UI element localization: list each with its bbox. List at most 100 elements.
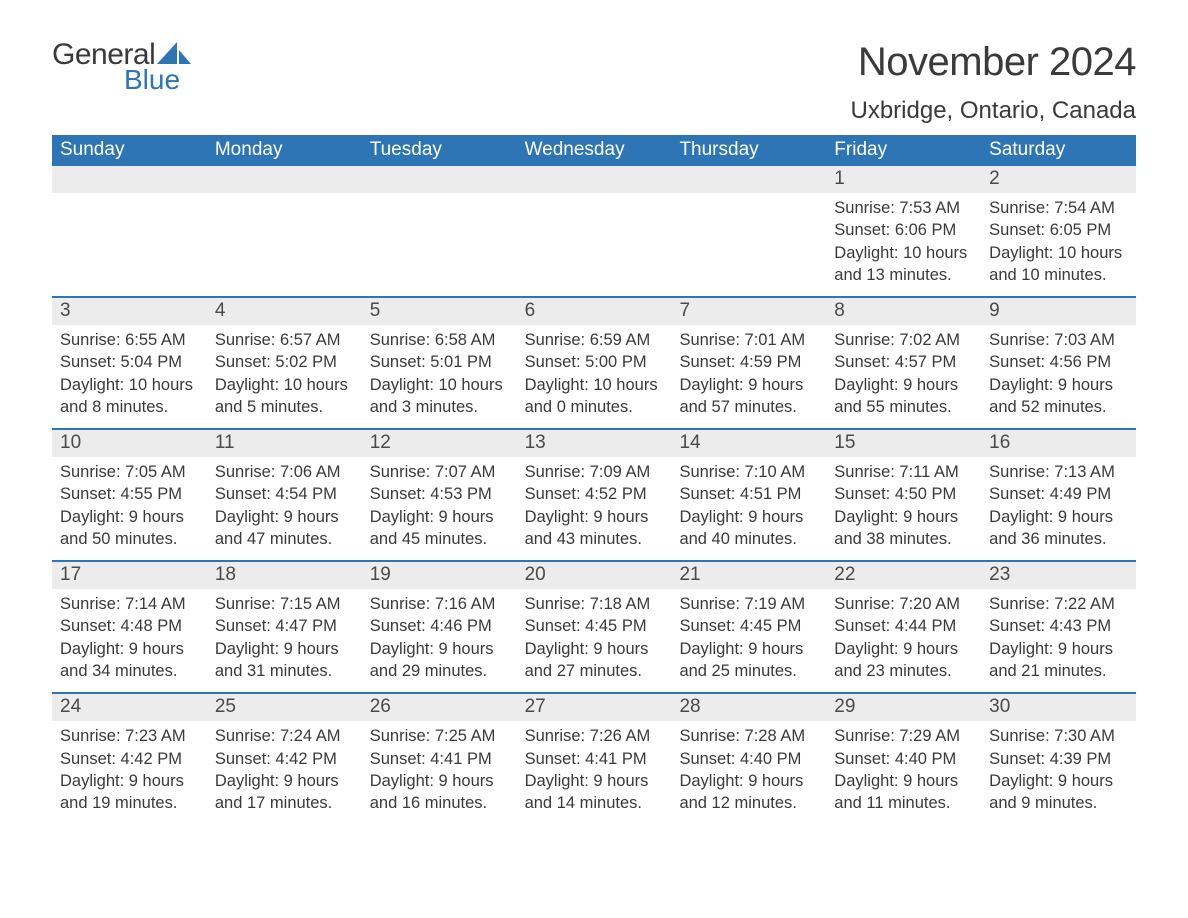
- daynum-row: 14: [671, 430, 826, 457]
- day-body: [671, 193, 826, 207]
- sunrise: Sunrise: 7:23 AM: [60, 725, 199, 747]
- daynum-row: 16: [981, 430, 1136, 457]
- daylight: Daylight: 9 hours and 47 minutes.: [215, 506, 354, 551]
- day-cell: [517, 166, 672, 296]
- day-number: 5: [370, 300, 381, 321]
- sunset: Sunset: 4:53 PM: [370, 483, 509, 505]
- sunset: Sunset: 4:56 PM: [989, 351, 1128, 373]
- day-body: Sunrise: 7:02 AMSunset: 4:57 PMDaylight:…: [826, 325, 981, 428]
- daylight: Daylight: 9 hours and 25 minutes.: [679, 638, 818, 683]
- calendar: Sunday Monday Tuesday Wednesday Thursday…: [52, 135, 1136, 824]
- day-cell: 22Sunrise: 7:20 AMSunset: 4:44 PMDayligh…: [826, 562, 981, 692]
- dow-tuesday: Tuesday: [362, 135, 517, 166]
- sunset: Sunset: 5:00 PM: [525, 351, 664, 373]
- daynum-row: [52, 166, 207, 193]
- day-body: Sunrise: 7:18 AMSunset: 4:45 PMDaylight:…: [517, 589, 672, 692]
- daynum-row: 22: [826, 562, 981, 589]
- daynum-row: 4: [207, 298, 362, 325]
- day-cell: 27 Sunrise: 7:26 AMSunset: 4:41 PMDayligh…: [517, 694, 672, 824]
- day-number: [215, 168, 220, 189]
- daynum-row: 30: [981, 694, 1136, 721]
- day-body: Sunrise: 7:03 AMSunset: 4:56 PMDaylight:…: [981, 325, 1136, 428]
- day-cell: [207, 166, 362, 296]
- daynum-row: 28: [671, 694, 826, 721]
- sunrise: Sunrise: 7:06 AM: [215, 461, 354, 483]
- day-number: 27: [525, 696, 546, 717]
- sunrise: Sunrise: 7:05 AM: [60, 461, 199, 483]
- sunrise: Sunrise: 6:59 AM: [525, 329, 664, 351]
- sunset: Sunset: 4:41 PM: [370, 748, 509, 770]
- day-cell: 21Sunrise: 7:19 AMSunset: 4:45 PMDayligh…: [671, 562, 826, 692]
- day-cell: 1Sunrise: 7:53 AMSunset: 6:06 PMDaylight…: [826, 166, 981, 296]
- daylight: Daylight: 9 hours and 21 minutes.: [989, 638, 1128, 683]
- daynum-row: 3: [52, 298, 207, 325]
- sunset: Sunset: 4:51 PM: [679, 483, 818, 505]
- week-row: 3Sunrise: 6:55 AMSunset: 5:04 PMDaylight…: [52, 296, 1136, 428]
- daynum-row: [517, 166, 672, 193]
- daylight: Daylight: 9 hours and 29 minutes.: [370, 638, 509, 683]
- daylight: Daylight: 9 hours and 43 minutes.: [525, 506, 664, 551]
- day-number: 15: [834, 432, 855, 453]
- sunrise: Sunrise: 7:13 AM: [989, 461, 1128, 483]
- day-body: Sunrise: 7:16 AMSunset: 4:46 PMDaylight:…: [362, 589, 517, 692]
- sunrise: Sunrise: 7:28 AM: [679, 725, 818, 747]
- day-body: Sunrise: 7:23 AMSunset: 4:42 PMDaylight:…: [52, 721, 207, 824]
- day-cell: [52, 166, 207, 296]
- logo-blue-text: Blue: [124, 66, 191, 94]
- daylight: Daylight: 9 hours and 12 minutes.: [679, 770, 818, 815]
- day-cell: 9Sunrise: 7:03 AMSunset: 4:56 PMDaylight…: [981, 298, 1136, 428]
- day-cell: 7Sunrise: 7:01 AMSunset: 4:59 PMDaylight…: [671, 298, 826, 428]
- day-number: 22: [834, 564, 855, 585]
- sunset: Sunset: 4:49 PM: [989, 483, 1128, 505]
- sunset: Sunset: 4:45 PM: [525, 615, 664, 637]
- day-number: 17: [60, 564, 81, 585]
- daynum-row: 21: [671, 562, 826, 589]
- daylight: Daylight: 9 hours and 40 minutes.: [679, 506, 818, 551]
- day-number: 20: [525, 564, 546, 585]
- day-body: Sunrise: 7:10 AMSunset: 4:51 PMDaylight:…: [671, 457, 826, 560]
- day-cell: 13Sunrise: 7:09 AMSunset: 4:52 PMDayligh…: [517, 430, 672, 560]
- day-body: Sunrise: 7:53 AMSunset: 6:06 PMDaylight:…: [826, 193, 981, 296]
- sunset: Sunset: 4:48 PM: [60, 615, 199, 637]
- daynum-row: 27: [517, 694, 672, 721]
- sunset: Sunset: 5:04 PM: [60, 351, 199, 373]
- day-number: 10: [60, 432, 81, 453]
- sunrise: Sunrise: 7:11 AM: [834, 461, 973, 483]
- sunrise: Sunrise: 6:58 AM: [370, 329, 509, 351]
- daynum-row: 5: [362, 298, 517, 325]
- day-body: Sunrise: 7:29 AMSunset: 4:40 PMDaylight:…: [826, 721, 981, 824]
- day-body: [362, 193, 517, 207]
- day-cell: [362, 166, 517, 296]
- daynum-row: 12: [362, 430, 517, 457]
- sunrise: Sunrise: 6:57 AM: [215, 329, 354, 351]
- day-body: Sunrise: 7:26 AMSunset: 4:41 PMDaylight:…: [517, 721, 672, 824]
- sunrise: Sunrise: 7:25 AM: [370, 725, 509, 747]
- day-cell: 16Sunrise: 7:13 AMSunset: 4:49 PMDayligh…: [981, 430, 1136, 560]
- day-number: [679, 168, 684, 189]
- week-row: 24Sunrise: 7:23 AMSunset: 4:42 PMDayligh…: [52, 692, 1136, 824]
- sunrise: Sunrise: 7:29 AM: [834, 725, 973, 747]
- sunrise: Sunrise: 7:01 AM: [679, 329, 818, 351]
- day-cell: 19 Sunrise: 7:16 AMSunset: 4:46 PMDayligh…: [362, 562, 517, 692]
- day-cell: 25Sunrise: 7:24 AMSunset: 4:42 PMDayligh…: [207, 694, 362, 824]
- day-body: Sunrise: 7:06 AMSunset: 4:54 PMDaylight:…: [207, 457, 362, 560]
- dow-row: Sunday Monday Tuesday Wednesday Thursday…: [52, 135, 1136, 166]
- daynum-row: 1: [826, 166, 981, 193]
- location: Uxbridge, Ontario, Canada: [851, 97, 1137, 125]
- day-cell: [671, 166, 826, 296]
- day-cell: 4Sunrise: 6:57 AMSunset: 5:02 PMDaylight…: [207, 298, 362, 428]
- day-cell: 17Sunrise: 7:14 AMSunset: 4:48 PMDayligh…: [52, 562, 207, 692]
- sunrise: Sunrise: 7:24 AM: [215, 725, 354, 747]
- sunrise: Sunrise: 7:09 AM: [525, 461, 664, 483]
- day-number: [370, 168, 375, 189]
- sunrise: Sunrise: 7:53 AM: [834, 197, 973, 219]
- daynum-row: 6: [517, 298, 672, 325]
- daynum-row: 25: [207, 694, 362, 721]
- daylight: Daylight: 9 hours and 52 minutes.: [989, 374, 1128, 419]
- sunset: Sunset: 4:40 PM: [679, 748, 818, 770]
- daylight: Daylight: 10 hours and 10 minutes.: [989, 242, 1128, 287]
- day-number: 19: [370, 564, 391, 585]
- sunrise: Sunrise: 7:26 AM: [525, 725, 664, 747]
- daylight: Daylight: 9 hours and 55 minutes.: [834, 374, 973, 419]
- day-cell: 15Sunrise: 7:11 AMSunset: 4:50 PMDayligh…: [826, 430, 981, 560]
